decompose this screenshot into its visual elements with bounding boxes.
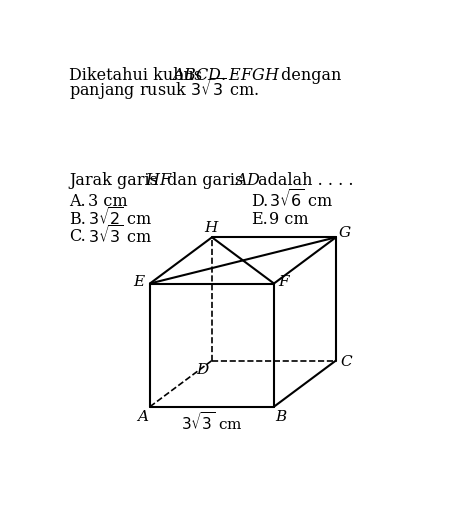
Text: $A$: $A$	[136, 409, 149, 423]
Text: $HF$: $HF$	[145, 172, 172, 189]
Text: D.: D.	[251, 192, 268, 209]
Text: 9 cm: 9 cm	[269, 210, 309, 227]
Text: 3 cm: 3 cm	[88, 192, 128, 209]
Text: E.: E.	[251, 210, 267, 227]
Text: $E$: $E$	[132, 273, 146, 289]
Text: $ABCD.EFGH$: $ABCD.EFGH$	[171, 67, 280, 83]
Text: $H$: $H$	[204, 219, 220, 235]
Text: $3\sqrt{3}$ cm: $3\sqrt{3}$ cm	[88, 225, 153, 247]
Text: $B$: $B$	[275, 409, 288, 423]
Text: $3\sqrt{2}$ cm: $3\sqrt{2}$ cm	[88, 208, 153, 230]
Text: $G$: $G$	[338, 224, 352, 239]
Text: $C$: $C$	[340, 353, 353, 369]
Text: $D$: $D$	[196, 361, 210, 376]
Text: panjang rusuk $3\sqrt{3}$ cm.: panjang rusuk $3\sqrt{3}$ cm.	[69, 76, 260, 102]
Text: C.: C.	[69, 228, 86, 245]
Text: Diketahui kubus: Diketahui kubus	[69, 67, 208, 83]
Text: adalah . . . .: adalah . . . .	[253, 172, 353, 189]
Text: $F$: $F$	[278, 273, 292, 289]
Text: A.: A.	[69, 192, 86, 209]
Text: $AD$: $AD$	[234, 172, 261, 189]
Text: $3\sqrt{3}$ cm: $3\sqrt{3}$ cm	[181, 410, 243, 432]
Text: $3\sqrt{6}$ cm: $3\sqrt{6}$ cm	[269, 190, 334, 212]
Text: B.: B.	[69, 210, 86, 227]
Text: Jarak garis: Jarak garis	[69, 172, 163, 189]
Text: dengan: dengan	[276, 67, 341, 83]
Text: dan garis: dan garis	[161, 172, 248, 189]
